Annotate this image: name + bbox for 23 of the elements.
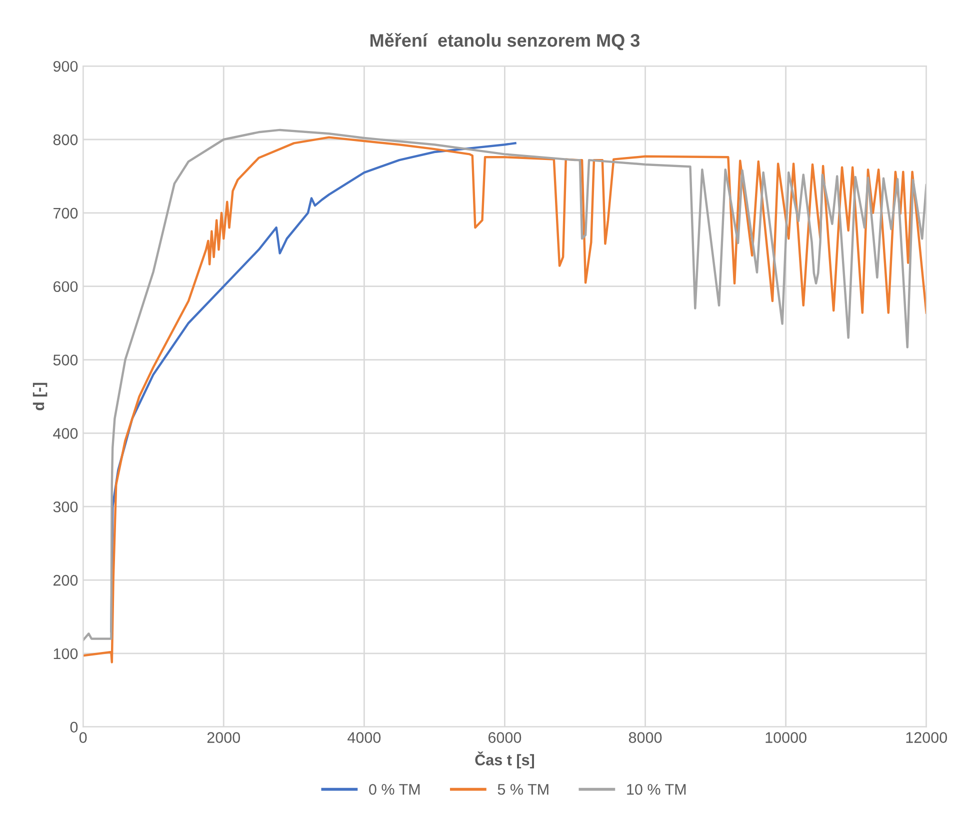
y-tick-label: 900 <box>53 60 78 72</box>
y-tick-label: 700 <box>54 208 78 219</box>
y-axis-title: d [-] <box>32 382 48 410</box>
y-tick-label: 600 <box>54 281 78 292</box>
x-tick-label: 12000 <box>906 732 947 743</box>
x-tick-label: 2000 <box>207 732 240 743</box>
x-tick-label: 4000 <box>348 732 381 743</box>
legend-label: 10 % TM <box>627 784 686 795</box>
y-tick-label: 200 <box>54 574 78 586</box>
y-tick-label: 100 <box>54 648 78 660</box>
legend-label: 5 % TM <box>498 784 548 795</box>
x-tick-label: 6000 <box>488 732 522 743</box>
y-tick-label: 300 <box>53 501 78 512</box>
y-tick-label: 400 <box>53 428 78 439</box>
y-tick-label: 800 <box>53 134 78 146</box>
x-tick-label: 8000 <box>628 732 662 743</box>
legend-label: 0 % TM <box>369 784 420 795</box>
x-axis-title: Čas t [s] <box>475 752 534 768</box>
x-tick-label: 10000 <box>766 732 806 743</box>
x-tick-label: 0 <box>79 732 87 743</box>
chart-title: Měření etanolu senzorem MQ 3 <box>370 33 640 50</box>
y-tick-label: 500 <box>53 354 78 366</box>
y-tick-label: 0 <box>70 722 78 733</box>
